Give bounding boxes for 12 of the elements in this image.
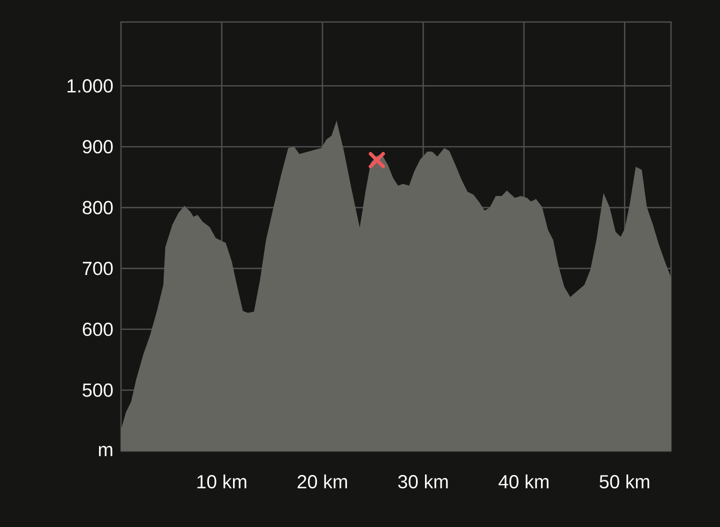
x-tick-label: 40 km	[498, 474, 548, 488]
y-tick-label: m	[98, 446, 112, 456]
x-tick-label: 10 km	[197, 474, 246, 488]
y-tick-label: 1.000	[68, 79, 113, 93]
y-tick-label: 500	[82, 383, 113, 397]
x-tick-label: 30 km	[398, 474, 448, 488]
x-tick-label: 20 km	[298, 474, 347, 488]
y-tick-label: 700	[82, 262, 113, 276]
y-tick-label: 800	[82, 200, 113, 214]
x-tick-label: 50 km	[600, 474, 650, 488]
y-tick-label: 900	[82, 140, 113, 154]
y-tick-label: 600	[82, 322, 113, 336]
